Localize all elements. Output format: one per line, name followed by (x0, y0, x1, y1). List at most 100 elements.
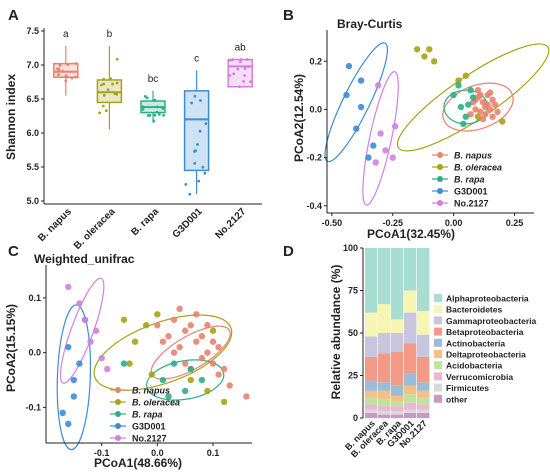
panel-c-legend-key-dot-b-napus (115, 387, 121, 393)
panel-b-point-b-rapa (457, 103, 465, 111)
panel-d-legend-swatch-other (434, 394, 442, 403)
panel-c-y-tick-label: -0.1 (25, 402, 41, 412)
panel-b-point-b-oleracea (474, 113, 482, 120)
box-point-b-rapa (141, 107, 145, 111)
panel-d-legend-swatch-bacteroidetes (434, 305, 442, 314)
panel-c-legend-key-dot-g3d001 (115, 423, 121, 429)
stacked-bar-segment-deltaproteobacteria-b-napus (365, 390, 378, 398)
box-point-b-oleracea (102, 93, 106, 97)
panel-b: B Bray-Curtis -0.50 -0.25 0.00 0.25 -0.4 -0.2… (283, 7, 550, 241)
box-g3d001 (183, 90, 210, 172)
significance-letter-b-napus: a (63, 29, 69, 40)
panel-a-y-tick-label: 6.5 (26, 94, 39, 104)
panel-d-legend-label-verrucomicrobia: Verrucomicrobia (446, 372, 513, 382)
box-point-b-rapa (141, 105, 145, 109)
panel-c-point-b-napus (170, 316, 178, 323)
panel-c-x-tick-label: 0.1 (207, 448, 220, 458)
panel-b-point-b-napus (486, 106, 494, 113)
panel-c-point-b-napus (215, 371, 222, 378)
stacked-bar-segment-other-b-oleracea (378, 414, 391, 418)
panel-c-y-axis-label: PCoA2(15.15%) (4, 304, 18, 392)
panel-c-point-b-napus (181, 360, 189, 367)
box-point-no-2127 (242, 79, 246, 83)
panel-b-x-tick-label: 0.25 (506, 218, 524, 228)
box-point-b-rapa (155, 105, 159, 109)
box-point-b-napus (64, 79, 68, 83)
panel-c-legend-label-no-2127: No.2127 (132, 434, 167, 444)
panel-b-point-no-2127 (377, 130, 384, 137)
panel-d-y-tick-label: 0 (353, 413, 358, 423)
box-point-b-napus (65, 75, 69, 79)
stacked-bar-segment-acidobacteria-b-rapa (391, 401, 404, 407)
box-point-b-oleracea (111, 82, 114, 86)
panel-d-legend-swatch-betaproteobacteria (434, 327, 442, 336)
box-point-g3d001 (196, 143, 199, 146)
panel-label-c: C (8, 243, 19, 260)
panel-b-point-g3d001 (365, 154, 372, 161)
panel-b-point-g3d001 (343, 91, 350, 99)
panel-b-point-g3d001 (370, 142, 377, 149)
panel-b-legend-key-dot-b-rapa (437, 176, 443, 182)
box-b-oleracea (96, 79, 123, 104)
panel-b-legend-label-g3d001: G3D001 (454, 187, 488, 197)
panel-c-point-g3d001 (65, 420, 72, 428)
panel-b-ellipse-b-oleracea (396, 43, 550, 152)
panel-a-y-tick-label: 7.5 (26, 26, 39, 36)
panel-c-point-b-oleracea (148, 371, 155, 378)
panel-b-legend-label-no-2127: No.2127 (454, 199, 489, 209)
box-point-b-napus (61, 69, 64, 73)
stacked-bar-segment-actinobacteria-g3d001 (404, 373, 417, 386)
panel-b-y-tick-label: 0.0 (309, 104, 322, 114)
panel-c-point-b-napus (215, 343, 222, 351)
box-point-b-rapa (153, 113, 157, 117)
stacked-bar-segment-acidobacteria-b-oleracea (378, 399, 391, 407)
stacked-bar-segment-verrucomicrobia-b-rapa (391, 406, 404, 412)
panel-c-point-b-rapa (120, 360, 128, 367)
panel-b-point-b-rapa (462, 113, 470, 120)
stacked-bar-segment-deltaproteobacteria-g3d001 (404, 385, 417, 395)
panel-c-point-b-napus (243, 393, 250, 400)
box-point-g3d001 (204, 122, 208, 126)
stacked-bar-segment-other-no-2127 (417, 412, 430, 418)
panel-c-point-b-napus (226, 382, 233, 389)
panel-a-y-axis-label: Shannon index (4, 74, 18, 160)
panel-b-point-b-rapa (455, 82, 462, 89)
panel-b-point-b-oleracea (462, 72, 470, 79)
stacked-bar-segment-alphaproteobacteria-no-2127 (417, 248, 430, 311)
panel-c-point-no-2127 (65, 283, 72, 291)
panel-c-point-g3d001 (76, 360, 83, 367)
panel-c-point-b-napus (176, 343, 183, 351)
stacked-bar-segment-verrucomicrobia-b-napus (365, 404, 378, 410)
stacked-bar-segment-bacteroidetes-b-rapa (391, 319, 404, 333)
panel-b-y-tick-label: -0.2 (306, 153, 322, 163)
panel-b-point-b-napus (489, 96, 496, 104)
box-point-no-2127 (238, 60, 242, 64)
panel-d-legend-label-other: other (446, 394, 468, 404)
panel-d-legend-label-deltaproteobacteria: Deltaproteobacteria (446, 350, 526, 360)
panel-c-point-g3d001 (59, 409, 66, 417)
box-point-g3d001 (198, 129, 202, 133)
box-point-no-2127 (238, 85, 241, 89)
panel-d-y-axis-label: Relative abundance (%) (329, 265, 343, 400)
box-point-g3d001 (190, 101, 193, 105)
box-point-no-2127 (243, 67, 247, 70)
panel-d-legend: AlphaproteobacteriaBacteroidetesGammapro… (434, 294, 536, 404)
stacked-bar-segment-deltaproteobacteria-b-oleracea (378, 390, 391, 400)
panel-b-point-b-rapa (465, 101, 472, 108)
stacked-bar-segment-firmicutes-b-napus (365, 409, 378, 413)
panel-a-x-tick-label-b-napus: B. napus (36, 206, 74, 244)
panel-c-legend-label-b-rapa: B. rapa (132, 410, 163, 420)
panel-b-point-b-oleracea (430, 58, 438, 65)
box-point-g3d001 (201, 165, 205, 169)
panel-c-point-b-napus (204, 349, 211, 356)
panel-b-point-b-rapa (469, 94, 477, 101)
panel-b-point-b-rapa (450, 91, 457, 99)
panel-d-legend-label-bacteroidetes: Bacteroidetes (446, 305, 502, 315)
panel-b-title: Bray-Curtis (337, 17, 403, 31)
panel-d-legend-swatch-verrucomicrobia (434, 372, 442, 381)
box-point-b-rapa (148, 113, 152, 117)
panel-a-x-tick-label-b-rapa: B. rapa (129, 206, 161, 238)
panel-label-a: A (8, 7, 19, 24)
